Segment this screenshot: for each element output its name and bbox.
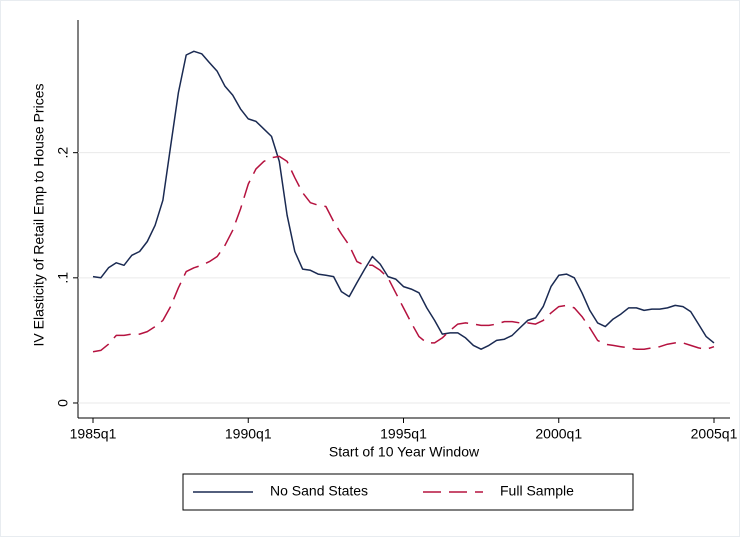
x-tick-label: 2005q1 xyxy=(691,426,738,442)
x-tick-label: 2000q1 xyxy=(535,426,582,442)
series-line xyxy=(92,50,715,350)
y-tick-label: .2 xyxy=(55,147,71,159)
series-line xyxy=(92,155,715,353)
y-axis-title: IV Elasticity of Retail Emp to House Pri… xyxy=(31,84,47,347)
legend-label: No Sand States xyxy=(270,483,368,499)
legend-label: Full Sample xyxy=(500,483,574,499)
x-tick-label: 1985q1 xyxy=(70,426,117,442)
legend xyxy=(182,473,634,511)
y-tick-label: 0 xyxy=(55,399,71,407)
x-tick-label: 1990q1 xyxy=(225,426,272,442)
y-tick-label: .1 xyxy=(55,272,71,284)
x-axis-title: Start of 10 Year Window xyxy=(329,444,480,460)
x-tick-label: 1995q1 xyxy=(380,426,427,442)
